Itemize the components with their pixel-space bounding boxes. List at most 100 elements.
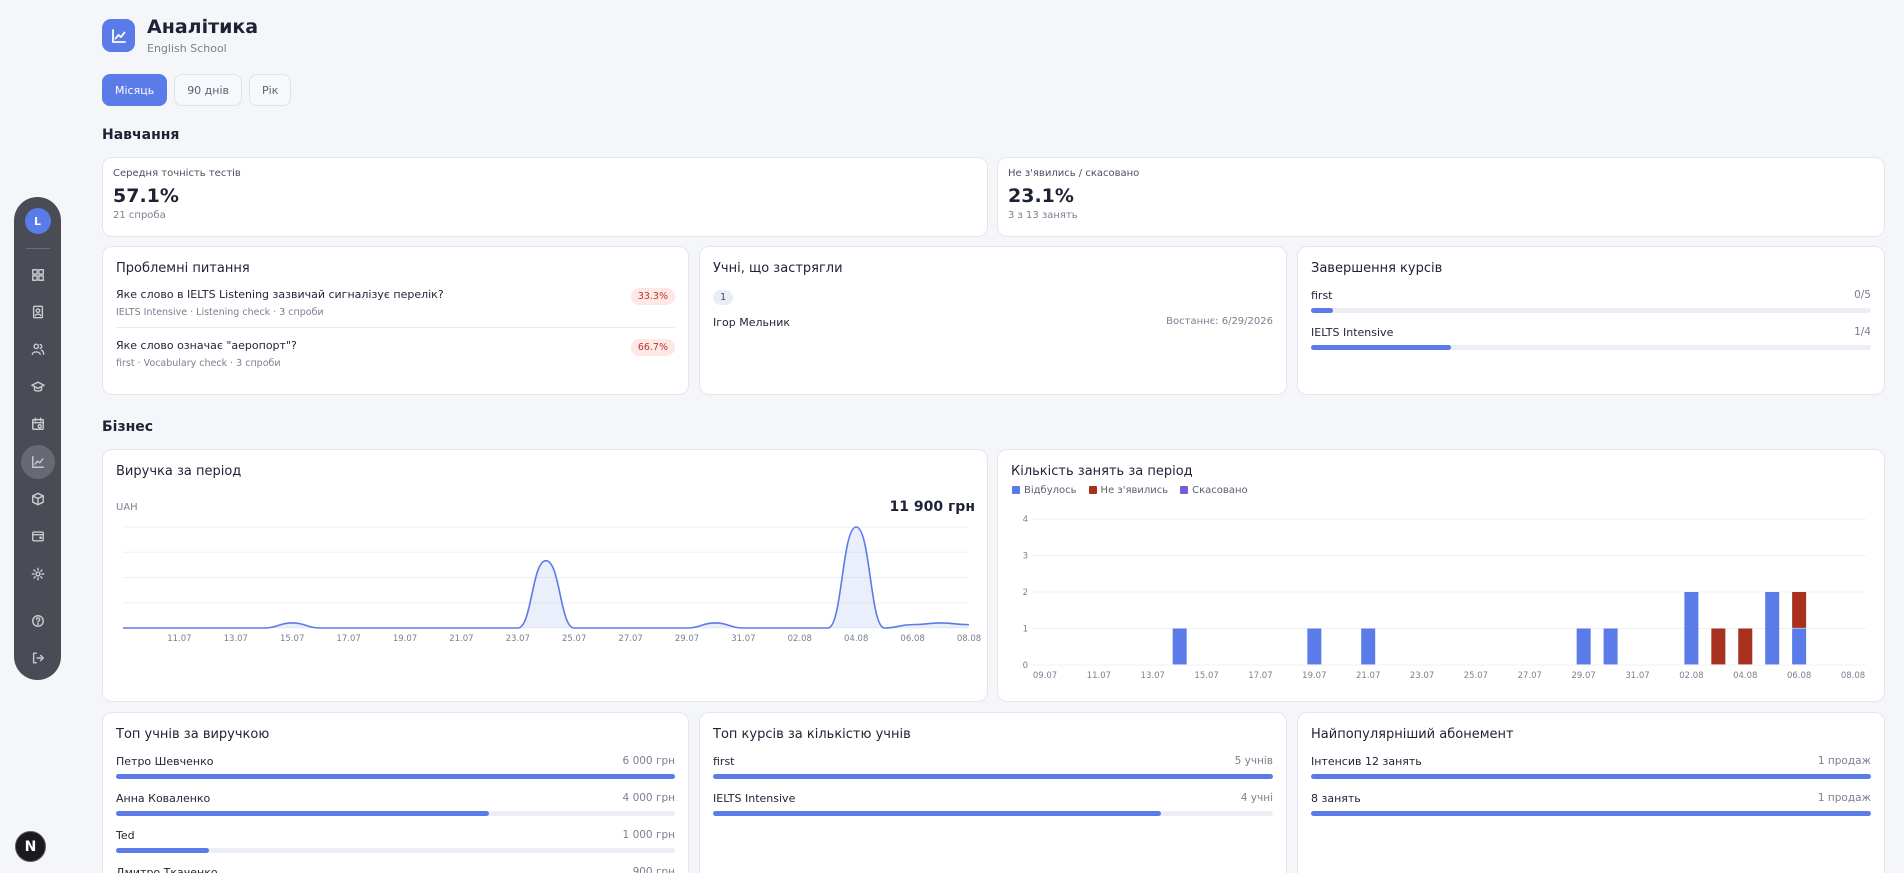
card-title: Кількість занять за період [1011,464,1193,479]
logout-icon[interactable] [21,641,55,675]
bar-row: Інтенсив 12 занять 1 продаж [1311,755,1871,779]
progress-fill [713,811,1161,816]
bar [1738,628,1753,665]
bar-label: IELTS Intensive [713,792,796,805]
page-title: Аналітика [147,16,259,38]
sidebar-divider [25,248,50,249]
bar-value: 1 продаж [1817,792,1871,804]
progress-fill [1311,774,1871,779]
help-icon[interactable] [21,604,55,638]
progress-fill [713,774,1273,779]
bar-value: 1 продаж [1817,755,1871,767]
progress-fill [1311,308,1334,313]
x-tick-label: 23.07 [506,634,530,644]
settings-icon[interactable] [21,557,55,591]
y-tick-label: 2 [1023,588,1028,598]
legend-item[interactable]: Відбулось [1012,485,1077,496]
bar-label: Петро Шевченко [116,755,214,768]
graduation-cap-icon[interactable] [21,370,55,404]
dashboard-icon[interactable] [21,258,55,292]
legend-item[interactable]: Не з'явились [1088,485,1169,496]
x-tick-label: 29.07 [675,634,699,644]
bar-value: 6 000 грн [622,755,675,767]
bar-value: 4 учні [1240,792,1273,804]
noshow-note: 3 з 13 занять [1008,210,1078,221]
period-tabs: Місяць 90 днів Рік [102,74,292,106]
x-tick-label: 08.08 [957,634,981,644]
legend-swatch [1180,486,1189,494]
progress-track [116,811,675,816]
bar [1792,592,1807,628]
tab-year[interactable]: Рік [249,74,292,106]
card-title: Виручка за період [116,464,242,479]
x-tick-label: 11.07 [1087,671,1111,681]
card-title: Учні, що застрягли [713,261,843,276]
bar-label: Інтенсив 12 занять [1311,755,1422,768]
x-tick-label: 04.08 [844,634,868,644]
y-tick-label: 0 [1023,661,1028,671]
progress-fill [1311,345,1451,350]
calendar-icon[interactable] [21,407,55,441]
bar-row: IELTS Intensive 4 учні [713,792,1273,816]
question-meta: first · Vocabulary check · 3 спроби [116,358,281,369]
list-item[interactable]: Яке слово означає "аеропорт"? first · Vo… [116,339,675,369]
x-tick-label: 15.07 [1194,671,1218,681]
series-area [123,527,969,628]
bar [1765,592,1780,665]
list-item[interactable]: Ігор Мельник Востаннє: 6/29/2026 [713,316,1273,329]
bar-value: 1/4 [1854,326,1871,338]
x-tick-label: 21.07 [1356,671,1380,681]
card-title: Найпопулярніший абонемент [1311,727,1514,742]
x-tick-label: 17.07 [1248,671,1272,681]
currency-label: UAH [116,502,138,513]
x-tick-label: 31.07 [1625,671,1649,681]
next-dev-badge[interactable]: N [15,831,46,862]
bar [1603,628,1618,665]
bar-row: Анна Коваленко 4 000 грн [116,792,675,816]
x-tick-label: 17.07 [336,634,360,644]
lessons-chart: 0 1 2 3 4 09.07 11.07 13.07 15.07 17.07 19.07 21.07… [1023,515,1866,681]
legend-label: Відбулось [1024,485,1077,496]
bar-row: first 5 учнів [713,755,1273,779]
tab-90-days[interactable]: 90 днів [174,74,243,106]
list-item[interactable]: Яке слово в IELTS Listening зазвичай сиг… [116,288,675,318]
box-icon[interactable] [21,482,55,516]
accuracy-note: 21 спроба [113,210,166,221]
x-tick-label: 02.08 [788,634,812,644]
top-courses-card: Топ курсів за кількістю учнів first 5 учн… [699,712,1287,873]
x-tick-label: 31.07 [731,634,755,644]
accuracy-badge: 66.7% [630,339,675,356]
count-badge: 1 [713,290,734,305]
x-tick-label: 04.08 [1733,671,1757,681]
users-icon[interactable] [21,332,55,366]
x-tick-label: 11.07 [167,634,191,644]
revenue-chart-card: Виручка за період UAH 11 900 грн 11.07 13… [102,449,988,702]
avatar[interactable]: L [24,208,51,234]
sidebar: L [14,197,61,680]
bar [1792,628,1807,665]
chart-icon[interactable] [20,444,55,479]
bar-row: 8 занять 1 продаж [1311,792,1871,816]
legend-item[interactable]: Скасовано [1180,485,1248,496]
progress-track [116,774,675,779]
noshow-value: 23.1% [1008,185,1074,207]
bar-row: Дмитро Ткаченко 900 грн [116,866,675,873]
legend-label: Не з'явились [1100,485,1169,496]
progress-fill [116,774,675,779]
bar-label: Ted [116,829,135,842]
x-tick-label: 13.07 [224,634,248,644]
top-subscriptions-list: Інтенсив 12 занять 1 продаж 8 занять 1 прод… [1311,755,1871,816]
tab-month[interactable]: Місяць [102,74,168,106]
lessons-chart-card: Кількість занять за період Відбулось Не з… [997,449,1885,702]
chart-legend: Відбулось Не з'явились Скасовано [1012,485,1248,496]
x-tick-label: 19.07 [1302,671,1326,681]
bar-value: 4 000 грн [622,792,675,804]
progress-track [1311,774,1871,779]
card-title: Топ учнів за виручкою [116,727,270,742]
bar-value: 0/5 [1854,289,1871,301]
wallet-icon[interactable] [21,519,55,553]
top-students-card: Топ учнів за виручкою Петро Шевченко 6 00… [102,712,689,873]
revenue-chart: 11.07 13.07 15.07 17.07 19.07 21.07 23.07 25.07… [123,526,981,644]
completion-list: first 0/5 IELTS Intensive 1/4 [1311,289,1871,350]
contacts-icon[interactable] [21,295,55,329]
